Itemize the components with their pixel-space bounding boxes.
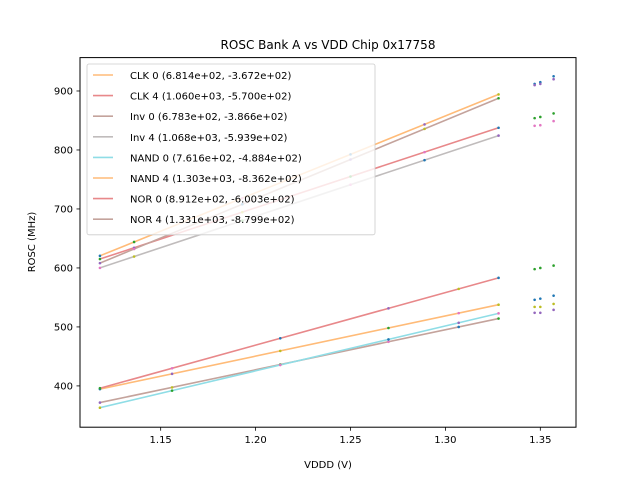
data-point bbox=[533, 83, 536, 87]
axes-frame bbox=[79, 57, 577, 428]
data-point bbox=[539, 311, 542, 315]
y-tick-label: 400 bbox=[54, 381, 73, 392]
data-point bbox=[497, 93, 500, 96]
x-axis-label: VDDD (V) bbox=[304, 460, 352, 471]
data-point bbox=[170, 372, 174, 376]
data-point bbox=[497, 317, 500, 320]
data-point bbox=[552, 119, 555, 123]
fit-line-nor-0 bbox=[99, 277, 499, 390]
data-point bbox=[387, 338, 390, 341]
x-axis: 1.15 1.20 1.25 1.30 1.35 bbox=[150, 427, 551, 446]
data-point bbox=[533, 311, 536, 315]
data-point bbox=[533, 305, 536, 309]
legend-entry: NOR 0 (8.912e+02, -6.003e+02) bbox=[130, 195, 295, 206]
data-point bbox=[423, 158, 426, 162]
data-point bbox=[387, 326, 390, 330]
data-point bbox=[539, 123, 542, 127]
data-point bbox=[387, 307, 390, 310]
data-point bbox=[423, 150, 426, 154]
data-point bbox=[539, 305, 542, 309]
data-point bbox=[497, 134, 500, 137]
y-tick-label: 800 bbox=[54, 145, 73, 156]
legend-entry: CLK 0 (6.814e+02, -3.672e+02) bbox=[130, 71, 291, 82]
x-tick-label: 1.30 bbox=[434, 435, 456, 446]
data-point bbox=[552, 294, 555, 297]
data-point bbox=[98, 266, 102, 270]
data-point bbox=[423, 127, 426, 131]
data-point bbox=[552, 308, 555, 312]
data-point bbox=[132, 247, 136, 251]
data-point bbox=[457, 321, 460, 325]
y-tick-label: 500 bbox=[54, 322, 73, 333]
data-point bbox=[457, 287, 460, 291]
data-point bbox=[98, 261, 102, 265]
data-point bbox=[98, 257, 102, 261]
data-point bbox=[423, 123, 426, 126]
x-tick-label: 1.20 bbox=[244, 435, 266, 446]
data-point bbox=[497, 126, 500, 130]
x-tick-label: 1.15 bbox=[150, 435, 172, 446]
chart-title: ROSC Bank A vs VDD Chip 0x17758 bbox=[221, 38, 436, 52]
data-point bbox=[98, 401, 102, 404]
data-point bbox=[278, 336, 282, 340]
data-point bbox=[278, 363, 282, 367]
data-point bbox=[170, 389, 174, 392]
data-point bbox=[539, 297, 542, 300]
y-axis-label: ROSC (MHz) bbox=[27, 212, 38, 273]
x-tick-label: 1.35 bbox=[529, 435, 551, 446]
data-point bbox=[533, 116, 536, 120]
data-point bbox=[98, 406, 102, 409]
data-point bbox=[539, 266, 542, 270]
data-point bbox=[387, 340, 390, 344]
legend-entry: NAND 0 (7.616e+02, -4.884e+02) bbox=[130, 153, 302, 164]
y-tick-label: 700 bbox=[54, 204, 73, 215]
data-point bbox=[98, 386, 102, 390]
data-point bbox=[457, 311, 460, 315]
data-point bbox=[457, 325, 460, 329]
data-point bbox=[132, 255, 136, 258]
data-point bbox=[539, 115, 542, 119]
data-point bbox=[552, 112, 555, 115]
legend-box bbox=[86, 63, 376, 236]
data-point bbox=[533, 298, 536, 302]
data-point bbox=[132, 240, 136, 244]
legend-entry: Inv 4 (1.068e+03, -5.939e+02) bbox=[130, 133, 288, 144]
y-tick-label: 900 bbox=[54, 86, 73, 97]
data-point bbox=[552, 264, 555, 267]
data-point bbox=[533, 267, 536, 271]
data-point bbox=[497, 276, 500, 280]
x-tick-label: 1.25 bbox=[339, 435, 361, 446]
y-tick-label: 600 bbox=[54, 263, 73, 274]
data-point bbox=[552, 302, 555, 306]
legend-entry: NAND 4 (1.303e+03, -8.362e+02) bbox=[130, 174, 302, 185]
data-point bbox=[278, 349, 282, 353]
data-point bbox=[497, 312, 500, 315]
legend-entry: CLK 4 (1.060e+03, -5.700e+02) bbox=[130, 92, 291, 103]
fit-line-clk-0 bbox=[99, 303, 499, 390]
data-point bbox=[539, 82, 542, 86]
data-point bbox=[552, 77, 555, 81]
legend: CLK 0 (6.814e+02, -3.672e+02) CLK 4 (1.06… bbox=[86, 63, 376, 236]
legend-entry: NOR 4 (1.331e+03, -8.799e+02) bbox=[130, 215, 295, 226]
data-point bbox=[170, 386, 174, 389]
data-point bbox=[98, 254, 102, 258]
data-point bbox=[533, 124, 536, 128]
data-point bbox=[552, 74, 555, 78]
data-point bbox=[497, 303, 500, 306]
data-point bbox=[497, 96, 500, 100]
data-point bbox=[170, 366, 174, 370]
legend-entry: Inv 0 (6.783e+02, -3.866e+02) bbox=[130, 112, 288, 123]
y-axis: 400 500 600 700 800 900 bbox=[54, 86, 80, 392]
fit-line-nand-0 bbox=[99, 312, 499, 409]
